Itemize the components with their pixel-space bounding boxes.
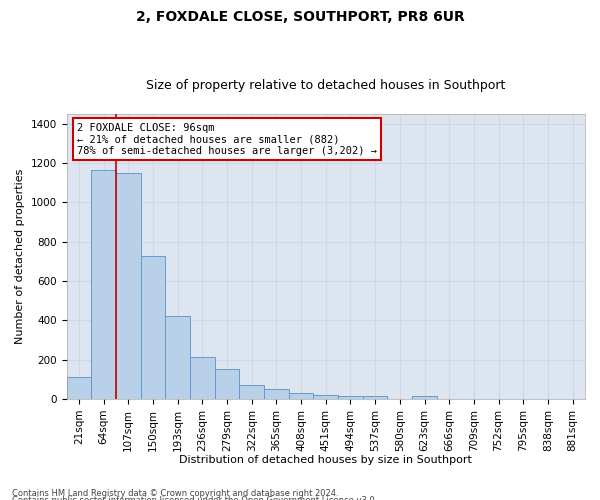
Bar [239,385,264,399]
Bar [91,170,116,399]
Bar [140,256,165,399]
Y-axis label: Number of detached properties: Number of detached properties [15,169,25,344]
Text: Contains HM Land Registry data © Crown copyright and database right 2024.: Contains HM Land Registry data © Crown c… [12,488,338,498]
Bar [412,396,437,399]
Bar [165,316,190,399]
Bar [67,378,91,399]
Text: 2, FOXDALE CLOSE, SOUTHPORT, PR8 6UR: 2, FOXDALE CLOSE, SOUTHPORT, PR8 6UR [136,10,464,24]
Bar [289,393,313,399]
Bar [338,396,363,399]
Bar [363,396,388,399]
Bar [190,356,215,399]
X-axis label: Distribution of detached houses by size in Southport: Distribution of detached houses by size … [179,455,472,465]
Bar [313,396,338,399]
Text: 2 FOXDALE CLOSE: 96sqm
← 21% of detached houses are smaller (882)
78% of semi-de: 2 FOXDALE CLOSE: 96sqm ← 21% of detached… [77,122,377,156]
Text: Contains public sector information licensed under the Open Government Licence v3: Contains public sector information licen… [12,496,377,500]
Bar [264,389,289,399]
Bar [215,368,239,399]
Bar [116,173,140,399]
Title: Size of property relative to detached houses in Southport: Size of property relative to detached ho… [146,79,505,92]
